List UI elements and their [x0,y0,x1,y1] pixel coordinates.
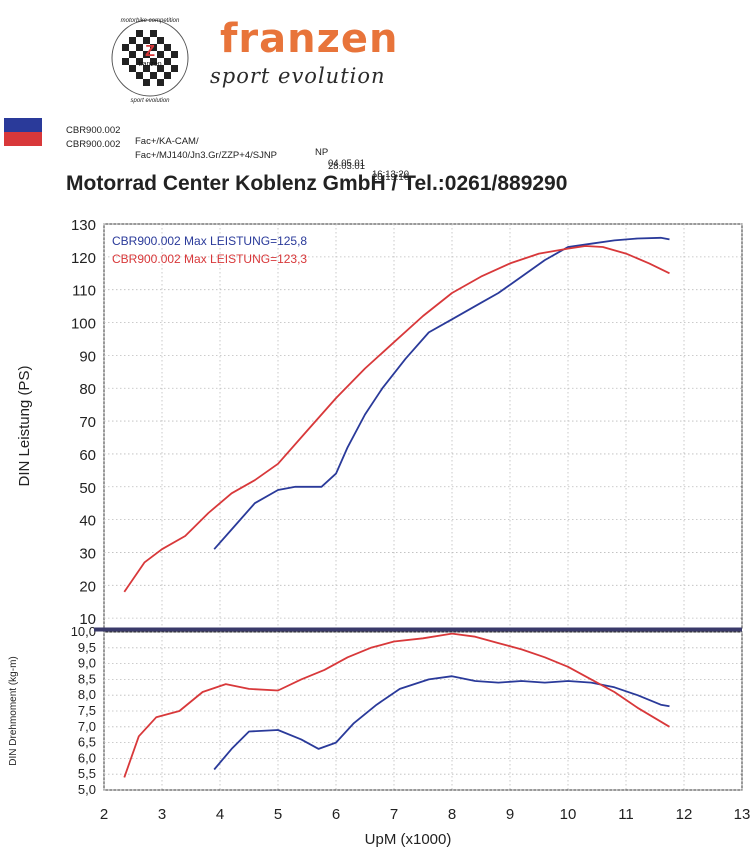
y-tick-label: 80 [79,381,96,398]
checker-square [122,58,129,65]
chart-title: Motorrad Center Koblenz GmbH / Tel.:0261… [66,172,568,195]
checker-square [129,65,136,72]
y-tick-label: 5,5 [78,766,96,781]
x-tick-label: 11 [618,806,634,823]
run-time: 16:13:20 [372,169,409,180]
plot-frame [103,223,743,629]
checker-square [136,72,143,79]
checker-square [122,44,129,51]
checker-square [129,51,136,58]
y-tick-label: 30 [79,545,96,562]
y-tick-label: 8,0 [78,687,96,702]
checker-square [136,30,143,37]
series-line-blue [213,236,670,550]
x-tick-label: 5 [274,806,282,823]
x-tick-label: 8 [448,806,456,823]
y-tick-label: 10,0 [71,624,96,639]
run-name: CBR900.002 [66,139,121,150]
brand-name: franzen [220,16,399,62]
badge-icon: Z franzen motorbike competition sport ev… [111,18,189,104]
y-tick-label: 70 [79,414,96,431]
checker-square [143,37,150,44]
franzen-logo: Z franzen motorbike competition sport ev… [100,10,460,104]
checker-square [150,58,157,65]
legend-swatch-blue [4,118,42,132]
y-tick-label: 100 [71,316,96,333]
y-tick-label: 20 [79,578,96,595]
x-tick-label: 12 [676,806,693,823]
badge-top-text: motorbike competition [121,18,180,24]
y-tick-label: 5,0 [78,782,96,797]
run-date: 04.05.01 [328,158,365,169]
x-axis-label: UpM (x1000) [365,831,452,848]
y-tick-label: 6,5 [78,735,96,750]
y-tick-label: 7,0 [78,719,96,734]
checker-square [157,37,164,44]
run-date: 28.03.01 [328,161,365,172]
legend-swatch [4,118,42,146]
checker-square [129,37,136,44]
series-line-red [123,245,670,593]
checker-square [143,79,150,86]
y-axis-label: DIN Drehmoment (kg-m) [8,656,19,765]
power-panel: 10 20 30 40 50 60 70 80 90 100 110 120 130 DIN Leistu… [16,217,743,629]
checker-square [136,44,143,51]
y-tick-label: 90 [79,348,96,365]
y-tick-label: 60 [79,447,96,464]
y-tick-label: 9,0 [78,656,96,671]
checker-square [150,44,157,51]
y-tick-label: 50 [79,480,96,497]
checker-square [150,72,157,79]
y-axis-label: DIN Leistung (PS) [16,366,33,487]
checker-square [171,65,178,72]
y-tick-label: 130 [71,217,96,234]
x-tick-label: 9 [506,806,514,823]
checker-square [157,79,164,86]
y-tick-label: 10 [79,611,96,628]
x-tick-label: 3 [158,806,166,823]
y-tick-label: 120 [71,250,96,267]
run-time: 20:19:16 [372,172,409,183]
y-tick-label: 6,0 [78,750,96,765]
torque-panel: 5,05,56,06,57,07,58,08,59,09,510,0 DIN Dr… [8,624,750,848]
y-tick-label: 8,5 [78,671,96,686]
run-mode: NP [315,147,329,158]
plot-frame [103,631,743,791]
y-tick-label: 110 [72,283,96,300]
x-tick-label: 6 [332,806,340,823]
max-power-annotation: CBR900.002 Max LEISTUNG=125,8 [112,234,307,248]
checker-square [164,58,171,65]
brand-tagline: sport evolution [210,64,386,88]
run-line-2: CBR900.002 Fac+/MJ140/Jn3.Gr/ZZP+4/SJNP … [66,128,409,183]
x-tick-label: 2 [100,806,108,823]
legend-swatch-red [4,132,42,146]
series-line-red [123,632,670,778]
y-tick-label: 9,5 [78,640,96,655]
run-desc: Fac+/KA-CAM/ [135,136,199,147]
run-line-1: CBR900.002 Fac+/KA-CAM/ NP 04.05.01 16:1… [66,114,409,180]
badge-name: franzen [138,61,161,68]
checker-square [143,65,150,72]
y-tick-label: 7,5 [78,703,96,718]
checker-square [150,30,157,37]
run-name: CBR900.002 [66,125,121,136]
x-tick-label: 4 [216,806,224,823]
max-power-annotation: CBR900.002 Max LEISTUNG=123,3 [112,252,307,266]
checker-square [171,51,178,58]
checker-square [136,58,143,65]
x-tick-label: 7 [390,806,398,823]
x-tick-label: 13 [734,806,750,823]
run-desc: Fac+/MJ140/Jn3.Gr/ZZP+4/SJNP [135,150,278,161]
checker-square [157,65,164,72]
y-tick-label: 40 [79,513,96,530]
checker-square [157,51,164,58]
x-tick-label: 10 [560,806,577,823]
checker-square [164,44,171,51]
badge-letter: Z [145,43,155,60]
badge-bottom-text: sport evolution [130,98,170,104]
checker-square [143,51,150,58]
checker-square [164,72,171,79]
